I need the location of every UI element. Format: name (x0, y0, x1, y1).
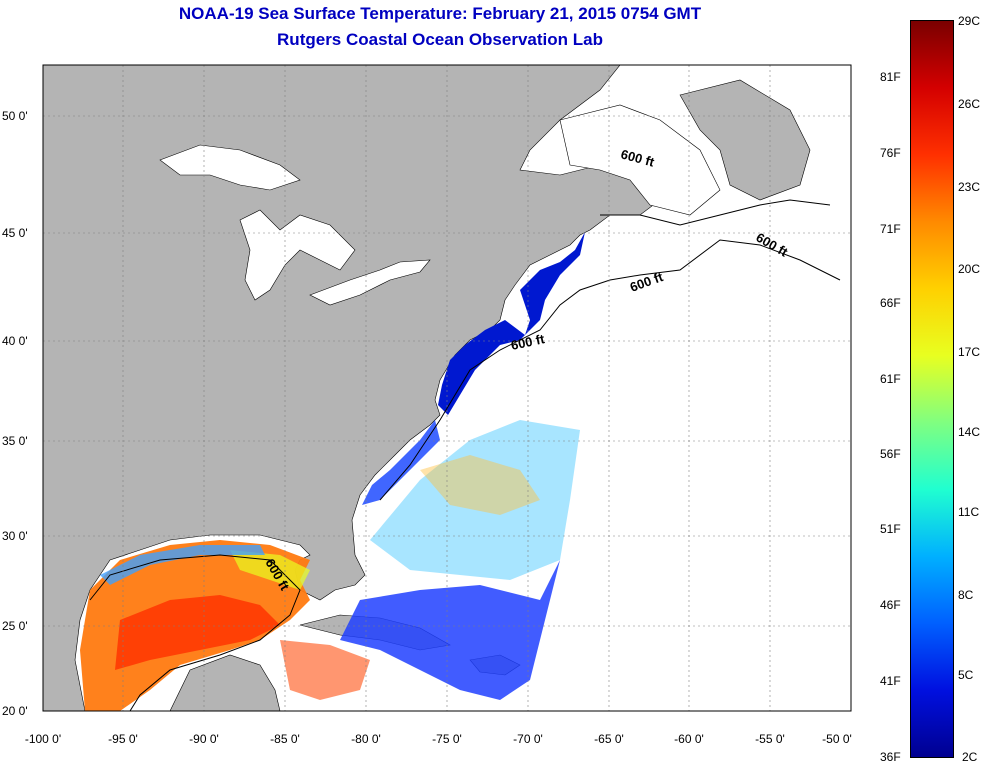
colorbar-c-label: 14C (958, 425, 981, 439)
colorbar-f-label: 46F (880, 598, 901, 612)
colorbar-f-label: 36F (880, 750, 901, 764)
temperature-colorbar (910, 20, 954, 758)
lat-axis: 50 0' 45 0' 40 0' 35 0' 30 0' 25 0' 20 0… (2, 109, 28, 718)
contour-line-atlantic (379, 239, 841, 501)
map-subtitle: Rutgers Coastal Ocean Observation Lab (277, 30, 603, 49)
lat-label: 45 0' (2, 226, 28, 240)
lat-label: 30 0' (2, 529, 28, 543)
lon-label: -50 0' (822, 732, 852, 746)
colorbar-c-label: 17C (958, 345, 981, 359)
colorbar-f-label: 71F (880, 222, 901, 236)
contour-line-gulf (89, 554, 301, 711)
lon-label: -75 0' (432, 732, 462, 746)
map-frame (42, 64, 852, 712)
colorbar-f-label: 61F (880, 372, 901, 386)
sst-caribbean (340, 560, 560, 700)
lon-label: -55 0' (755, 732, 785, 746)
lon-axis: -100 0' -95 0' -90 0' -85 0' -80 0' -75 … (25, 732, 852, 746)
colorbar-c-label: 11C (958, 505, 980, 519)
lon-label: -80 0' (351, 732, 381, 746)
lat-label: 25 0' (2, 619, 28, 633)
lon-label: -90 0' (189, 732, 219, 746)
lon-label: -100 0' (25, 732, 61, 746)
lat-label: 40 0' (2, 334, 28, 348)
colorbar-c-label: 29C (958, 14, 981, 28)
lon-label: -70 0' (513, 732, 543, 746)
colorbar-c-label: 26C (958, 97, 981, 111)
sst-coastal-cold (438, 232, 585, 415)
lon-label: -85 0' (270, 732, 300, 746)
sst-coastal-cold-south (362, 420, 440, 505)
colorbar-f-label: 66F (880, 296, 901, 310)
lat-label: 50 0' (2, 109, 28, 123)
colorbar-c-label: 23C (958, 180, 981, 194)
contour-line-north (600, 199, 831, 226)
lake-erie-ontario (309, 259, 431, 306)
contour-label-midatlantic: 600 ft (510, 331, 547, 353)
lon-label: -60 0' (674, 732, 704, 746)
colorbar-f-label: 76F (880, 146, 901, 160)
lat-label: 20 0' (2, 704, 28, 718)
lake-michigan-huron (239, 209, 356, 301)
colorbar-f-label: 41F (880, 674, 901, 688)
sst-caribbean-warm (280, 640, 370, 700)
colorbar-c-label: 20C (958, 262, 981, 276)
colorbar-f-label: 51F (880, 522, 901, 536)
colorbar-c-label: 5C (958, 668, 974, 682)
colorbar-c-label: 8C (958, 588, 974, 602)
colorbar-f-label: 81F (880, 70, 901, 84)
lat-label: 35 0' (2, 434, 28, 448)
colorbar-c-label: 2C (962, 750, 978, 764)
sst-gulf-warm-core (115, 595, 280, 670)
sst-atlantic-patches (370, 420, 580, 580)
lon-label: -65 0' (594, 732, 624, 746)
lon-label: -95 0' (108, 732, 138, 746)
map-title: NOAA-19 Sea Surface Temperature: Februar… (178, 4, 702, 23)
land-newfoundland (679, 79, 811, 201)
land-yucatan (169, 654, 281, 711)
gulf-st-lawrence (559, 104, 721, 216)
colorbar-f-label: 56F (880, 447, 901, 461)
sst-atlantic-warm-patches (420, 455, 540, 515)
